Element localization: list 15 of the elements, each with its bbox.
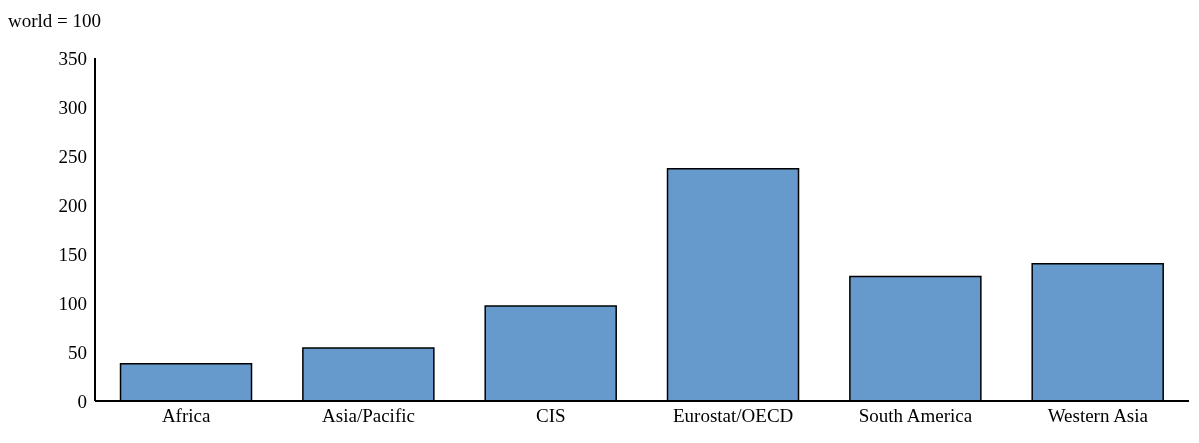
x-tick-label: South America bbox=[858, 405, 973, 427]
x-tick-label: Africa bbox=[161, 405, 211, 427]
x-tick-label: Eurostat/OECD bbox=[673, 405, 794, 427]
y-axis-title: world = 100 bbox=[8, 10, 102, 32]
y-tick-label: 150 bbox=[58, 243, 87, 265]
y-tick-label: 0 bbox=[77, 390, 87, 412]
y-tick-label: 50 bbox=[68, 341, 87, 363]
y-tick-label: 250 bbox=[58, 145, 87, 167]
x-tick-label: Asia/Pacific bbox=[322, 405, 415, 427]
y-tick-label: 350 bbox=[58, 47, 87, 69]
y-tick-label: 200 bbox=[58, 194, 87, 216]
y-tick-label: 100 bbox=[58, 292, 87, 314]
y-tick-label: 300 bbox=[58, 96, 87, 118]
x-tick-label: CIS bbox=[536, 405, 566, 427]
x-tick-label: Western Asia bbox=[1047, 405, 1149, 427]
